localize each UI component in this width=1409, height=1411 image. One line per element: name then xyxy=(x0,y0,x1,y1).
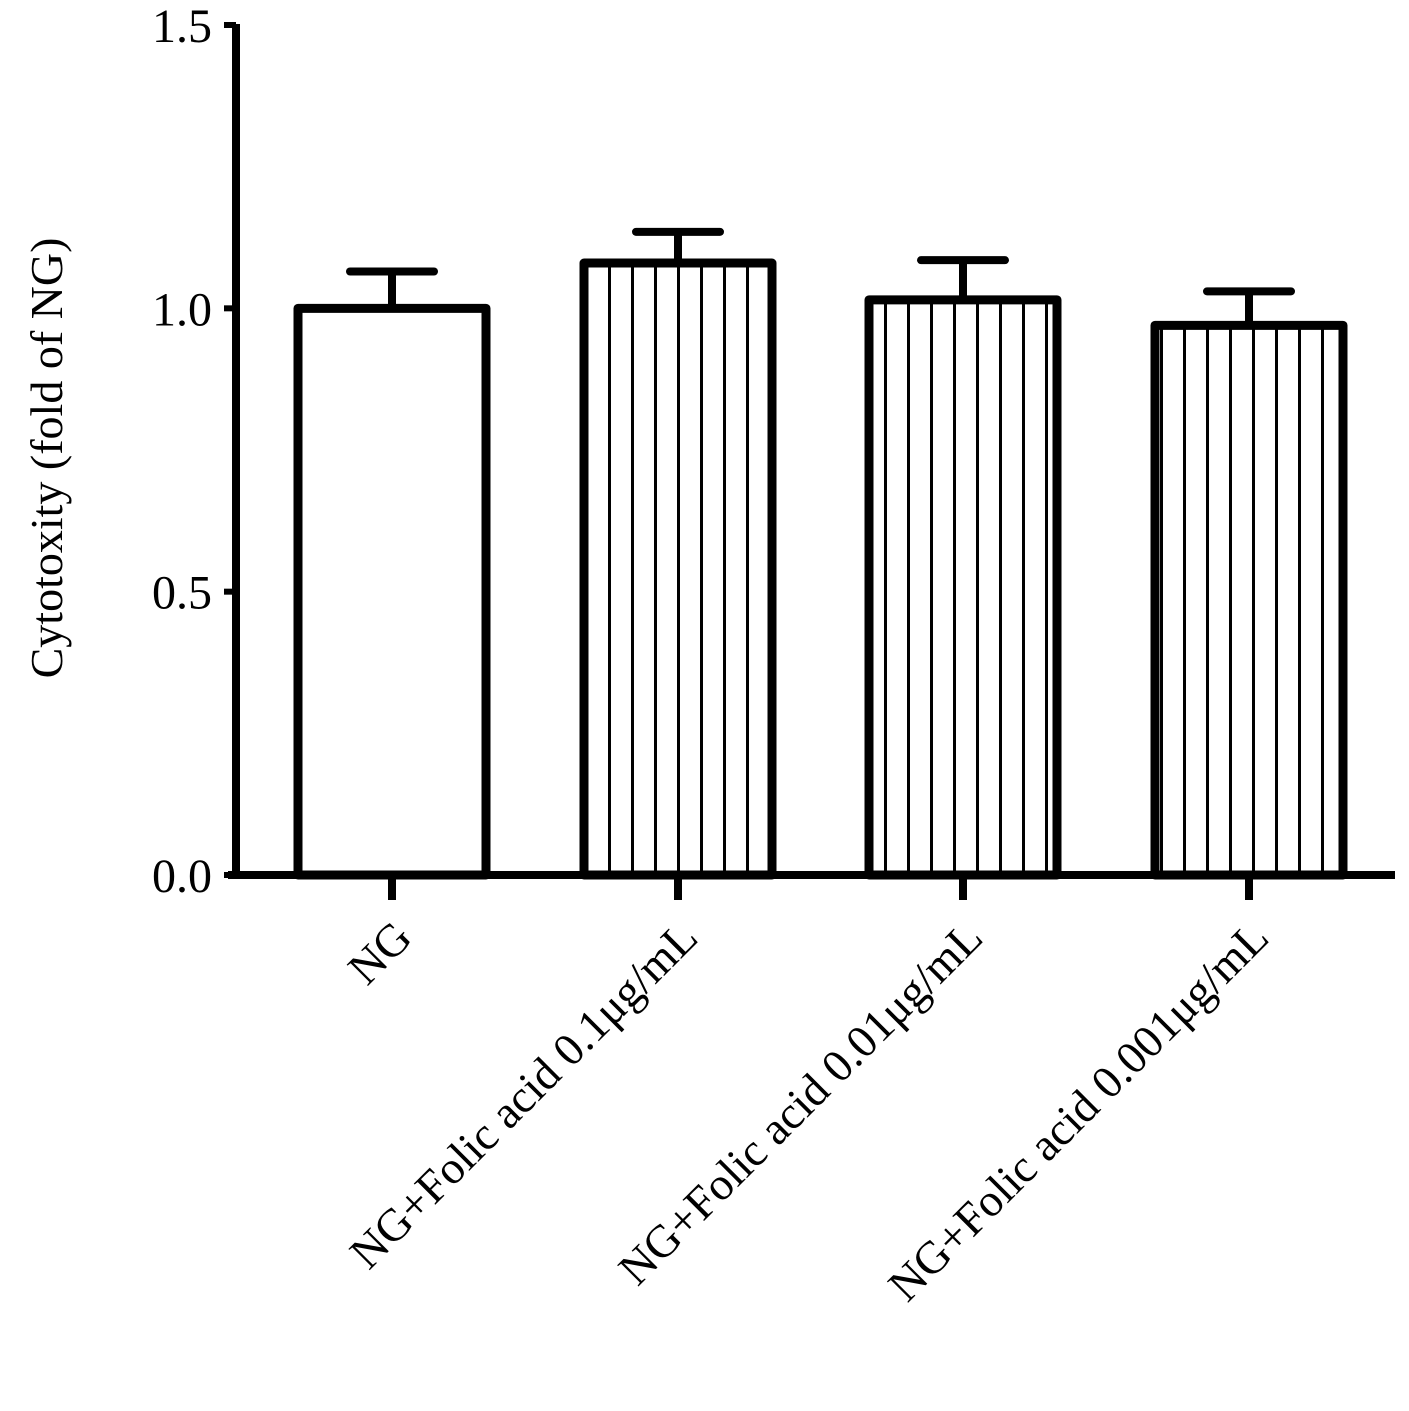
y-tick-label: 0.5 xyxy=(152,567,212,620)
y-tick-label: 1.5 xyxy=(152,0,212,53)
bar xyxy=(864,295,1062,880)
y-tick-label: 0.0 xyxy=(152,850,212,903)
y-tick-label: 1.0 xyxy=(152,283,212,336)
bar xyxy=(579,258,777,880)
x-axis-ticks xyxy=(388,875,1253,900)
y-axis-ticks: 0.0 0.5 1.0 1.5 xyxy=(152,0,236,903)
bars xyxy=(293,227,1348,880)
bar xyxy=(293,303,491,880)
x-category-label: NG xyxy=(338,911,421,994)
y-axis-title: Cytotoxity (fold of NG) xyxy=(21,238,72,679)
bar xyxy=(1150,320,1348,880)
